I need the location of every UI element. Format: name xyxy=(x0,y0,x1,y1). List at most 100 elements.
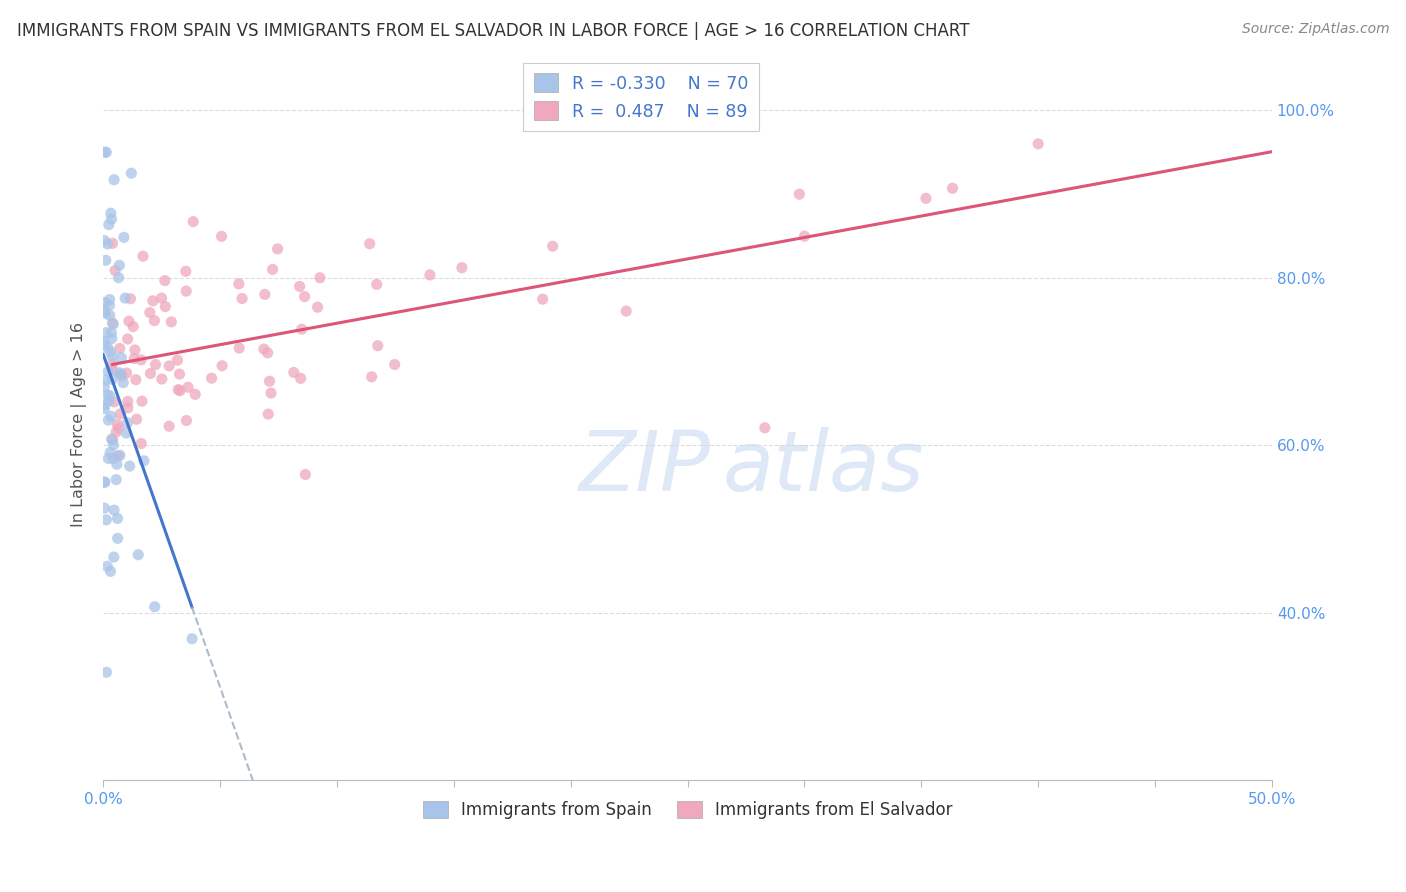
Point xyxy=(541,239,564,253)
Point xyxy=(129,352,152,367)
Point xyxy=(288,279,311,293)
Point xyxy=(754,421,776,435)
Point xyxy=(98,389,121,403)
Point xyxy=(259,374,281,388)
Point xyxy=(211,359,233,373)
Point xyxy=(124,343,146,357)
Point xyxy=(100,206,122,220)
Point xyxy=(157,359,180,373)
Point xyxy=(96,665,118,680)
Point xyxy=(131,394,153,409)
Point xyxy=(94,295,117,310)
Point xyxy=(110,351,132,365)
Point xyxy=(103,438,125,452)
Point xyxy=(142,293,165,308)
Point xyxy=(112,376,135,390)
Point xyxy=(419,268,441,282)
Point xyxy=(110,407,132,421)
Point xyxy=(97,413,120,427)
Point xyxy=(793,229,815,244)
Point xyxy=(145,358,167,372)
Point xyxy=(94,326,117,340)
Point xyxy=(93,501,115,516)
Point xyxy=(118,459,141,474)
Point xyxy=(97,365,120,379)
Point xyxy=(101,316,124,330)
Point xyxy=(139,367,162,381)
Point xyxy=(94,306,117,320)
Point xyxy=(103,318,125,332)
Point xyxy=(129,436,152,450)
Point xyxy=(614,304,637,318)
Text: atlas: atlas xyxy=(723,426,924,508)
Point xyxy=(108,366,131,380)
Point xyxy=(107,449,129,463)
Point xyxy=(105,457,128,471)
Point xyxy=(262,262,284,277)
Point xyxy=(157,419,180,434)
Point xyxy=(915,191,938,205)
Point xyxy=(103,173,125,187)
Point xyxy=(174,264,197,278)
Point xyxy=(107,532,129,546)
Point xyxy=(101,357,124,371)
Point xyxy=(120,166,142,180)
Point xyxy=(256,346,278,360)
Point xyxy=(103,395,125,409)
Point xyxy=(366,277,388,292)
Point xyxy=(96,237,118,252)
Point xyxy=(117,332,139,346)
Point xyxy=(120,292,142,306)
Point xyxy=(100,212,122,227)
Point xyxy=(100,409,122,424)
Point xyxy=(150,372,173,386)
Point xyxy=(231,292,253,306)
Point xyxy=(96,145,118,160)
Point xyxy=(283,366,305,380)
Point xyxy=(132,454,155,468)
Point xyxy=(117,416,139,430)
Legend: Immigrants from Spain, Immigrants from El Salvador: Immigrants from Spain, Immigrants from E… xyxy=(416,794,959,825)
Point xyxy=(181,632,204,646)
Point xyxy=(132,249,155,263)
Point xyxy=(143,599,166,614)
Point xyxy=(94,373,117,387)
Point xyxy=(114,291,136,305)
Point xyxy=(108,258,131,272)
Point xyxy=(97,218,120,232)
Point xyxy=(789,187,811,202)
Point xyxy=(117,401,139,415)
Point xyxy=(104,263,127,277)
Point xyxy=(115,425,138,440)
Point xyxy=(260,386,283,401)
Point xyxy=(101,451,124,466)
Point xyxy=(98,293,121,307)
Point xyxy=(98,445,121,459)
Point xyxy=(96,513,118,527)
Point xyxy=(177,380,200,394)
Point xyxy=(127,548,149,562)
Point xyxy=(139,305,162,319)
Point xyxy=(150,291,173,305)
Y-axis label: In Labor Force | Age > 16: In Labor Force | Age > 16 xyxy=(72,322,87,527)
Point xyxy=(93,379,115,393)
Point xyxy=(253,342,276,356)
Point xyxy=(110,368,132,383)
Point xyxy=(174,284,197,298)
Point xyxy=(384,358,406,372)
Point xyxy=(101,433,124,447)
Point xyxy=(253,287,276,301)
Point xyxy=(93,337,115,351)
Point xyxy=(257,407,280,421)
Point xyxy=(184,387,207,401)
Point xyxy=(101,349,124,363)
Point xyxy=(97,341,120,355)
Point xyxy=(1026,136,1049,151)
Point xyxy=(211,229,233,244)
Point xyxy=(100,345,122,359)
Point xyxy=(98,309,121,323)
Point xyxy=(108,448,131,462)
Point xyxy=(93,145,115,160)
Point xyxy=(359,236,381,251)
Point xyxy=(153,274,176,288)
